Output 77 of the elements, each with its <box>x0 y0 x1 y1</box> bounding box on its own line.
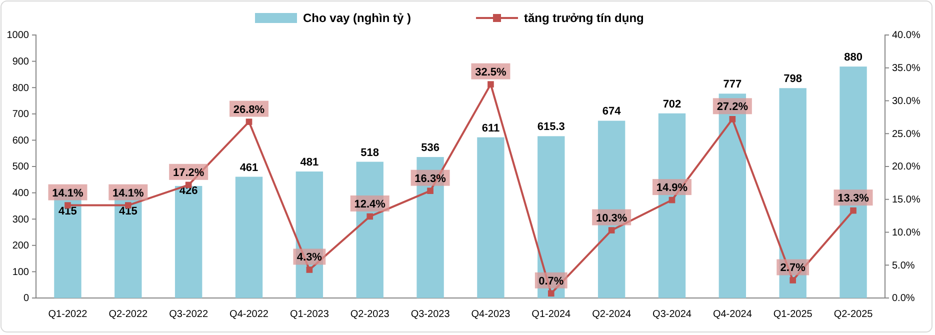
data-label: 14.1% <box>52 187 84 200</box>
data-label: 611 <box>482 122 500 134</box>
point <box>306 266 313 273</box>
x-tick-label: Q1-2023 <box>290 309 330 320</box>
data-label: 32.5% <box>475 66 507 78</box>
y-tick-label: 900 <box>12 56 30 68</box>
y-tick-label: 100 <box>12 266 30 278</box>
x-tick-label: Q4-2022 <box>230 309 269 320</box>
data-label: 14.9% <box>656 182 688 194</box>
data-label: 518 <box>360 146 380 159</box>
data-label: 415 <box>58 205 77 218</box>
data-label: 674 <box>602 106 622 118</box>
point <box>790 277 796 284</box>
x-tick-label: Q3-2022 <box>169 309 208 320</box>
bar <box>235 176 263 298</box>
y2-tick-label: 15.0% <box>892 194 920 206</box>
data-label: 702 <box>662 98 682 110</box>
point <box>850 207 856 214</box>
data-label: 777 <box>723 78 742 91</box>
x-tick-label: Q1-2025 <box>773 309 813 320</box>
data-label: 536 <box>421 142 440 154</box>
data-label: 13.3% <box>838 192 870 205</box>
point <box>548 290 554 297</box>
point <box>729 116 736 122</box>
data-label: 2.7% <box>780 262 806 274</box>
y-tick-label: 400 <box>12 188 30 199</box>
data-label: 26.8% <box>233 104 265 116</box>
data-label: 461 <box>240 162 258 174</box>
y2-tick-label: 40.0% <box>892 30 920 42</box>
data-label: 16.3% <box>414 172 446 185</box>
x-tick-label: Q1-2024 <box>532 309 572 320</box>
point <box>608 227 615 234</box>
y-tick-label: 600 <box>12 135 30 146</box>
x-tick-label: Q4-2023 <box>471 309 511 320</box>
y2-tick-label: 25.0% <box>892 128 920 140</box>
data-label: 10.3% <box>596 212 628 224</box>
x-tick-label: Q2-2025 <box>834 309 874 320</box>
data-label: 0.7% <box>538 275 564 288</box>
point <box>668 196 676 204</box>
legend-label: Cho vay (nghìn tỷ ) <box>303 11 412 25</box>
y2-tick-label: 5.0% <box>892 260 915 272</box>
x-tick-label: Q2-2024 <box>592 309 632 320</box>
x-tick-label: Q3-2023 <box>410 309 450 320</box>
y-tick-label: 0 <box>23 293 30 304</box>
point <box>246 118 252 125</box>
y2-tick-label: 0.0% <box>892 293 915 304</box>
x-tick-label: Q3-2024 <box>652 309 692 320</box>
data-label: 798 <box>784 73 802 86</box>
y2-tick-label: 35.0% <box>892 63 920 74</box>
y-tick-label: 500 <box>12 162 30 173</box>
y-tick-label: 700 <box>12 109 30 120</box>
data-label: 12.4% <box>354 198 386 210</box>
data-label: 415 <box>118 205 138 218</box>
legend-label: tăng trưởng tín dụng <box>524 11 644 25</box>
data-label: 4.3% <box>296 252 322 264</box>
y-tick-label: 800 <box>12 82 30 94</box>
data-label: 27.2% <box>716 101 748 114</box>
data-label: 14.1% <box>112 187 144 200</box>
y2-tick-label: 10.0% <box>892 227 920 238</box>
point <box>366 213 374 220</box>
bar <box>477 137 504 298</box>
y-tick-label: 300 <box>12 214 30 226</box>
y-tick-label: 200 <box>12 240 30 252</box>
point <box>427 188 434 194</box>
point <box>488 81 494 88</box>
data-label: 880 <box>844 52 862 64</box>
data-label: 481 <box>300 156 319 168</box>
x-tick-label: Q2-2022 <box>108 309 148 320</box>
y2-tick-label: 30.0% <box>892 96 920 107</box>
y-tick-label: 1000 <box>6 30 30 42</box>
x-tick-label: Q4-2024 <box>712 309 752 320</box>
y2-tick-label: 20.0% <box>892 162 920 173</box>
bar <box>174 186 202 298</box>
data-label: 17.2% <box>172 166 204 179</box>
x-tick-label: Q2-2023 <box>350 309 390 320</box>
x-tick-label: Q1-2022 <box>48 309 88 320</box>
data-label: 615.3 <box>537 121 565 134</box>
